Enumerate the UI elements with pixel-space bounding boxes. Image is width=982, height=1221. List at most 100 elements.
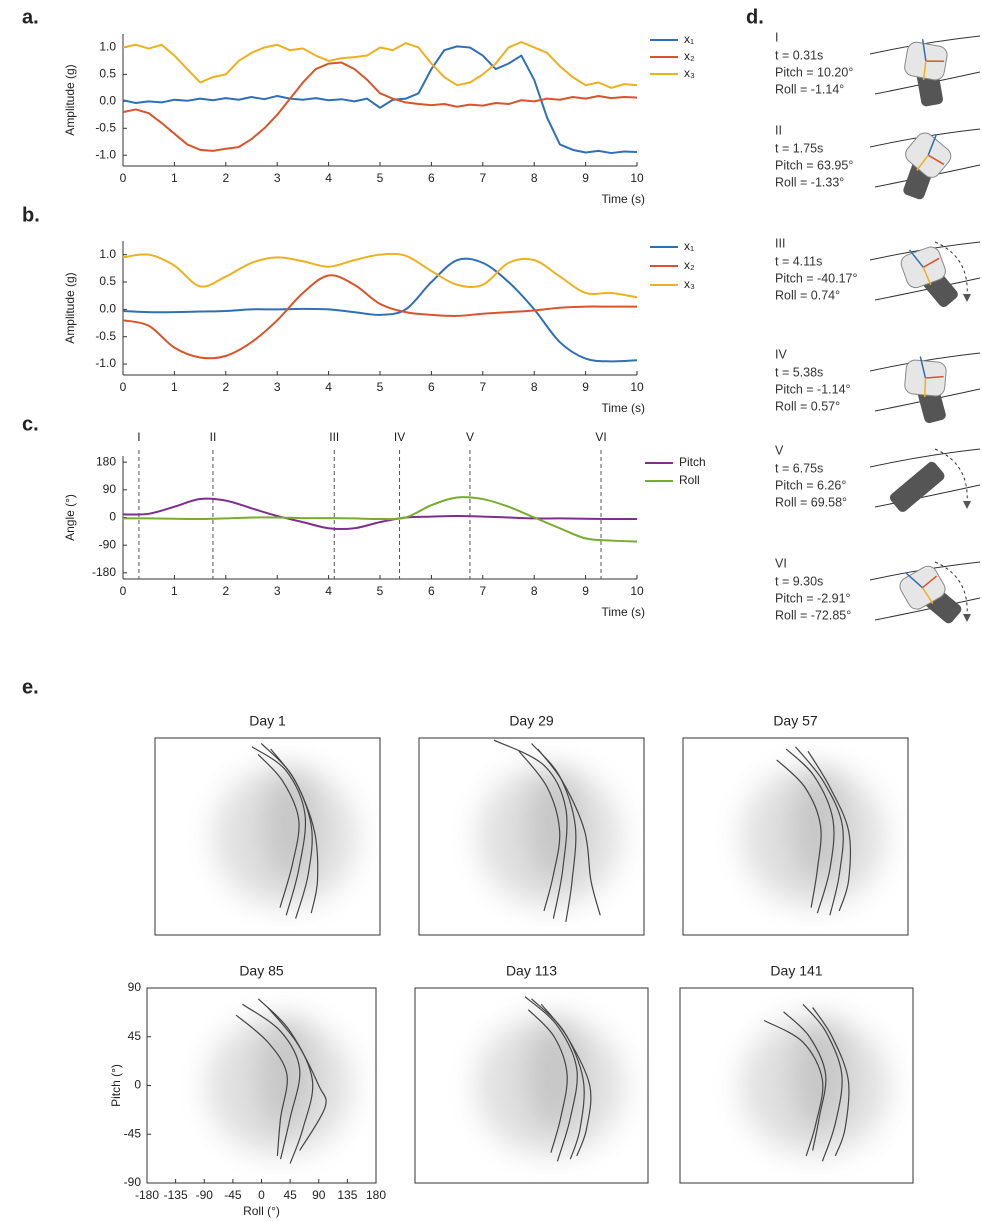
x-tick-label: 1 <box>171 380 178 394</box>
state-pitch: Pitch = 63.95° <box>775 158 853 172</box>
y-axis-title: Angle (°) <box>63 494 77 541</box>
axis-blue <box>905 572 923 589</box>
x-tick-label: 7 <box>479 584 486 598</box>
watch-illustration <box>869 128 981 200</box>
density-cloud <box>263 771 317 882</box>
y-tick-label: 90 <box>103 482 117 496</box>
subplot-title: Day 29 <box>509 713 554 729</box>
state-roll: Roll = -1.33° <box>775 175 844 189</box>
y-tick-label: 0.0 <box>99 302 116 316</box>
state-roll: Roll = 0.74° <box>775 288 840 302</box>
arrow-head <box>963 294 971 302</box>
watch-illustration <box>869 35 981 107</box>
state-label: IV <box>775 347 787 361</box>
rotation-arrow <box>934 561 968 618</box>
x-tick-label: -90 <box>196 1188 214 1202</box>
event-label: VI <box>595 430 606 444</box>
plot-frame <box>679 987 914 1184</box>
trajectory <box>267 1007 327 1151</box>
x-tick-label: 9 <box>582 380 589 394</box>
trajectory <box>270 748 319 914</box>
y-tick-label: -90 <box>99 537 117 551</box>
state-pitch: Pitch = 6.26° <box>775 478 846 492</box>
y-tick-label: -90 <box>124 1175 142 1189</box>
y-tick-label: 0 <box>134 1078 141 1092</box>
x-tick-label: 8 <box>531 380 538 394</box>
x-tick-label: 3 <box>274 584 281 598</box>
legend-label: Pitch <box>679 455 706 469</box>
x-tick-label: 8 <box>531 171 538 185</box>
trajectory <box>242 1003 301 1160</box>
y-axis-title: Amplitude (g) <box>63 272 77 343</box>
x-tick-label: 6 <box>428 584 435 598</box>
legend-label: x₁ <box>684 32 694 46</box>
x-tick-label: 7 <box>479 380 486 394</box>
state-pitch: Pitch = -2.91° <box>775 591 851 605</box>
x-tick-label: 135 <box>337 1188 357 1202</box>
axis-orange <box>922 60 927 81</box>
watch-illustration <box>869 561 981 624</box>
axis-orange <box>921 587 934 605</box>
plot-frame <box>154 737 381 936</box>
trajectory <box>531 743 577 922</box>
trajectory <box>524 996 578 1162</box>
axis-blue <box>919 356 927 379</box>
trajectory <box>257 754 300 908</box>
wrist-outline <box>869 448 981 508</box>
y-tick-label: 0.5 <box>99 274 116 288</box>
x-tick-label: -135 <box>164 1188 188 1202</box>
x-tick-label: 0 <box>120 380 127 394</box>
axis-blue <box>927 134 938 156</box>
state-time: t = 1.75s <box>775 141 823 155</box>
axis-orange <box>916 154 929 171</box>
x-tick-label: 9 <box>582 171 589 185</box>
data-line <box>122 252 638 299</box>
axis-blue <box>908 249 924 268</box>
panel-label: b. <box>22 204 40 226</box>
x-tick-label: 7 <box>479 171 486 185</box>
x-tick-label: 1 <box>171 171 178 185</box>
data-line <box>122 45 638 155</box>
arrow-head <box>963 614 971 622</box>
x-tick-label: 5 <box>377 171 384 185</box>
trajectory <box>763 1019 824 1157</box>
state-label: VI <box>775 556 787 570</box>
x-tick-label: 5 <box>377 380 384 394</box>
trajectory <box>251 746 307 916</box>
subplot-title: Day 57 <box>773 713 818 729</box>
y-tick-label: -0.5 <box>95 120 116 134</box>
density-cloud <box>526 1021 583 1131</box>
state-label: V <box>775 443 784 457</box>
y-tick-label: 90 <box>128 980 142 994</box>
trajectory <box>783 1011 827 1151</box>
trajectory <box>776 759 822 908</box>
legend-label: x₂ <box>684 49 695 63</box>
x-tick-label: 5 <box>377 584 384 598</box>
axis-orange <box>922 267 932 286</box>
trajectory <box>537 748 601 916</box>
subplot-title: Day 113 <box>506 963 557 979</box>
legend-label: x₃ <box>684 277 695 291</box>
trajectory <box>527 1009 568 1153</box>
x-tick-label: 2 <box>222 380 229 394</box>
y-tick-label: 1.0 <box>99 40 116 54</box>
y-tick-label: -45 <box>124 1126 142 1140</box>
x-tick-label: 6 <box>428 171 435 185</box>
x-axis-title: Time (s) <box>601 192 645 206</box>
y-tick-label: -180 <box>92 565 116 579</box>
state-roll: Roll = -1.14° <box>775 82 844 96</box>
data-line <box>122 257 638 363</box>
y-tick-label: 0.0 <box>99 94 116 108</box>
trajectory <box>795 746 844 916</box>
panel-label: d. <box>746 6 764 28</box>
x-tick-label: 10 <box>630 380 644 394</box>
x-tick-label: 6 <box>428 380 435 394</box>
legend-label: x₂ <box>684 258 695 272</box>
state-time: t = 0.31s <box>775 48 823 62</box>
y-tick-label: 45 <box>128 1029 142 1043</box>
trajectory <box>802 1003 843 1162</box>
x-tick-label: 10 <box>630 584 644 598</box>
legend-label: Roll <box>679 473 700 487</box>
panel-label: e. <box>22 676 39 698</box>
event-label: V <box>466 430 474 444</box>
